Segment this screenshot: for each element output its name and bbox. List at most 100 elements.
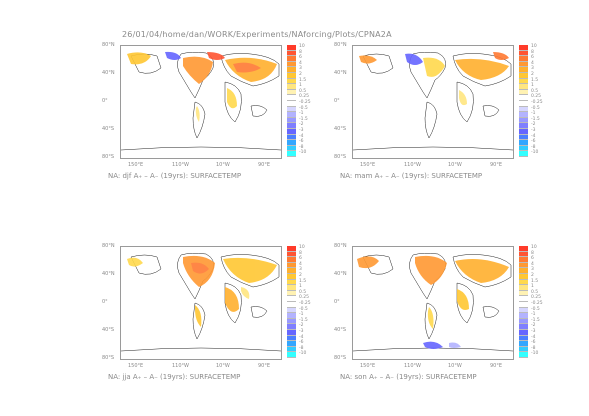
colorbar-tick-label: -8 [531, 345, 536, 351]
colorbar-swatch [519, 352, 528, 358]
map-frame [120, 246, 282, 360]
y-tick-label: 80°S [102, 154, 115, 160]
colorbar-swatch [287, 134, 296, 141]
colorbar-swatch [519, 89, 528, 96]
colorbar-swatch [519, 251, 528, 258]
colorbar-tick-label: 6 [531, 55, 534, 61]
y-tick-label: 80°S [102, 355, 115, 361]
colorbar-swatch [519, 67, 528, 73]
colorbar-tick-label: 1.5 [531, 278, 539, 284]
colorbar-swatch [287, 128, 296, 135]
panel-caption: NA: mam A₊ – A₋ (19yrs): SURFACETEMP [340, 172, 483, 180]
colorbar-swatch [519, 307, 528, 314]
colorbar-swatch [519, 279, 528, 286]
colorbar-tick-label: -1.5 [299, 116, 308, 122]
y-tick-label: 80°N [334, 42, 347, 48]
x-tick-label: 90°E [258, 162, 271, 168]
colorbar-tick-label: -6 [531, 139, 536, 145]
y-tick-label: 0° [102, 299, 108, 305]
colorbar-tick-label: -8 [531, 144, 536, 150]
colorbar-swatch [519, 140, 528, 146]
colorbar-tick-label: 1.5 [531, 77, 539, 83]
y-tick-label: 40°N [102, 70, 115, 76]
colorbar-tick-label: -4 [531, 133, 536, 139]
x-tick-label: 90°E [490, 162, 503, 168]
colorbar-tick-label: 0.25 [299, 94, 310, 100]
map-frame [352, 45, 514, 159]
x-tick-label: 10°W [216, 162, 230, 168]
colorbar-swatch [287, 246, 296, 252]
colorbar-tick-label: -6 [531, 340, 536, 346]
colorbar-tick-label: 3 [299, 267, 302, 273]
colorbar-swatch [519, 61, 528, 68]
colorbar-tick-label: 4 [299, 261, 302, 267]
colorbar-tick-label: 2 [299, 273, 302, 278]
colorbar-swatch [287, 279, 296, 286]
y-tick-label: 40°S [102, 126, 115, 132]
colorbar-swatch [519, 273, 528, 280]
colorbar-tick-label: 4 [299, 60, 302, 66]
colorbar-tick-label: -4 [299, 133, 304, 139]
colorbar-swatch [287, 296, 296, 302]
colorbar-tick-label: -3 [531, 329, 536, 334]
plot-path-header: 26/01/04/home/dan/WORK/Experiments/NAfor… [122, 30, 392, 39]
colorbar-tick-label: -1 [299, 312, 304, 318]
y-tick-label: 80°N [102, 42, 115, 48]
colorbar-swatch [519, 78, 528, 85]
colorbar-tick-label: -1 [299, 111, 304, 117]
x-tick-label: 10°W [216, 363, 230, 369]
colorbar-tick-label: 0.25 [531, 94, 542, 100]
colorbar-swatch [287, 251, 296, 258]
colorbar-swatch [287, 67, 296, 73]
colorbar-swatch [287, 257, 296, 263]
colorbar-tick-label: -4 [299, 334, 304, 340]
colorbar-tick-label: 4 [531, 60, 534, 66]
colorbar-swatch [287, 290, 296, 297]
colorbar-tick-label: -3 [531, 128, 536, 133]
colorbar-swatch [519, 290, 528, 297]
y-tick-label: 40°N [334, 70, 347, 76]
y-tick-label: 40°S [334, 327, 347, 333]
colorbar-swatch [287, 273, 296, 280]
colorbar-tick-label: -10 [531, 150, 539, 156]
colorbar-swatch [519, 106, 528, 113]
colorbar-swatch [287, 151, 296, 157]
y-tick-label: 80°S [334, 355, 347, 361]
panel-caption: NA: son A₊ – A₋ (19yrs): SURFACETEMP [340, 373, 477, 381]
colorbar-swatch [519, 151, 528, 157]
colorbar-tick-label: -1 [531, 111, 536, 117]
colorbar-tick-label: -10 [299, 351, 307, 357]
colorbar-tick-label: -2 [299, 323, 304, 329]
colorbar-tick-label: -0.25 [299, 301, 311, 306]
colorbar-tick-label: 0.5 [531, 289, 539, 295]
colorbar-swatch [287, 262, 296, 269]
y-tick-label: 40°N [102, 271, 115, 277]
colorbar-tick-label: 1 [531, 83, 534, 89]
colorbar-tick-label: 2 [531, 273, 534, 278]
map-panel-mam: 80°N 40°N 0° 40°S 80°S 150°E 110°W 10°W … [334, 42, 589, 195]
colorbar-swatch [519, 117, 528, 124]
colorbar-swatch [519, 134, 528, 141]
colorbar-swatch [287, 50, 296, 57]
colorbar-tick-label: -0.25 [531, 100, 543, 105]
colorbar-tick-label: -4 [531, 334, 536, 340]
x-tick-label: 150°E [360, 363, 376, 369]
colorbar-tick-label: 2 [531, 72, 534, 77]
colorbar-tick-label: -10 [299, 150, 307, 156]
colorbar-swatch [519, 329, 528, 336]
panel-caption: NA: djf A₊ – A₋ (19yrs): SURFACETEMP [108, 172, 242, 180]
world-map [121, 51, 281, 151]
colorbar-tick-label: 6 [299, 55, 302, 61]
map-frame [120, 45, 282, 159]
colorbar-swatch [287, 106, 296, 113]
y-tick-label: 40°S [102, 327, 115, 333]
colorbar-tick-label: 10 [299, 245, 305, 250]
colorbar-tick-label: 8 [531, 49, 534, 55]
colorbar-tick-label: 8 [299, 250, 302, 256]
colorbar-swatch [519, 123, 528, 129]
colorbar-tick-label: -0.5 [299, 105, 308, 111]
colorbar-tick-label: -0.5 [531, 105, 540, 111]
colorbar-swatch [287, 78, 296, 85]
colorbar-swatch [519, 285, 528, 291]
colorbar-tick-label: 0.5 [531, 88, 539, 94]
